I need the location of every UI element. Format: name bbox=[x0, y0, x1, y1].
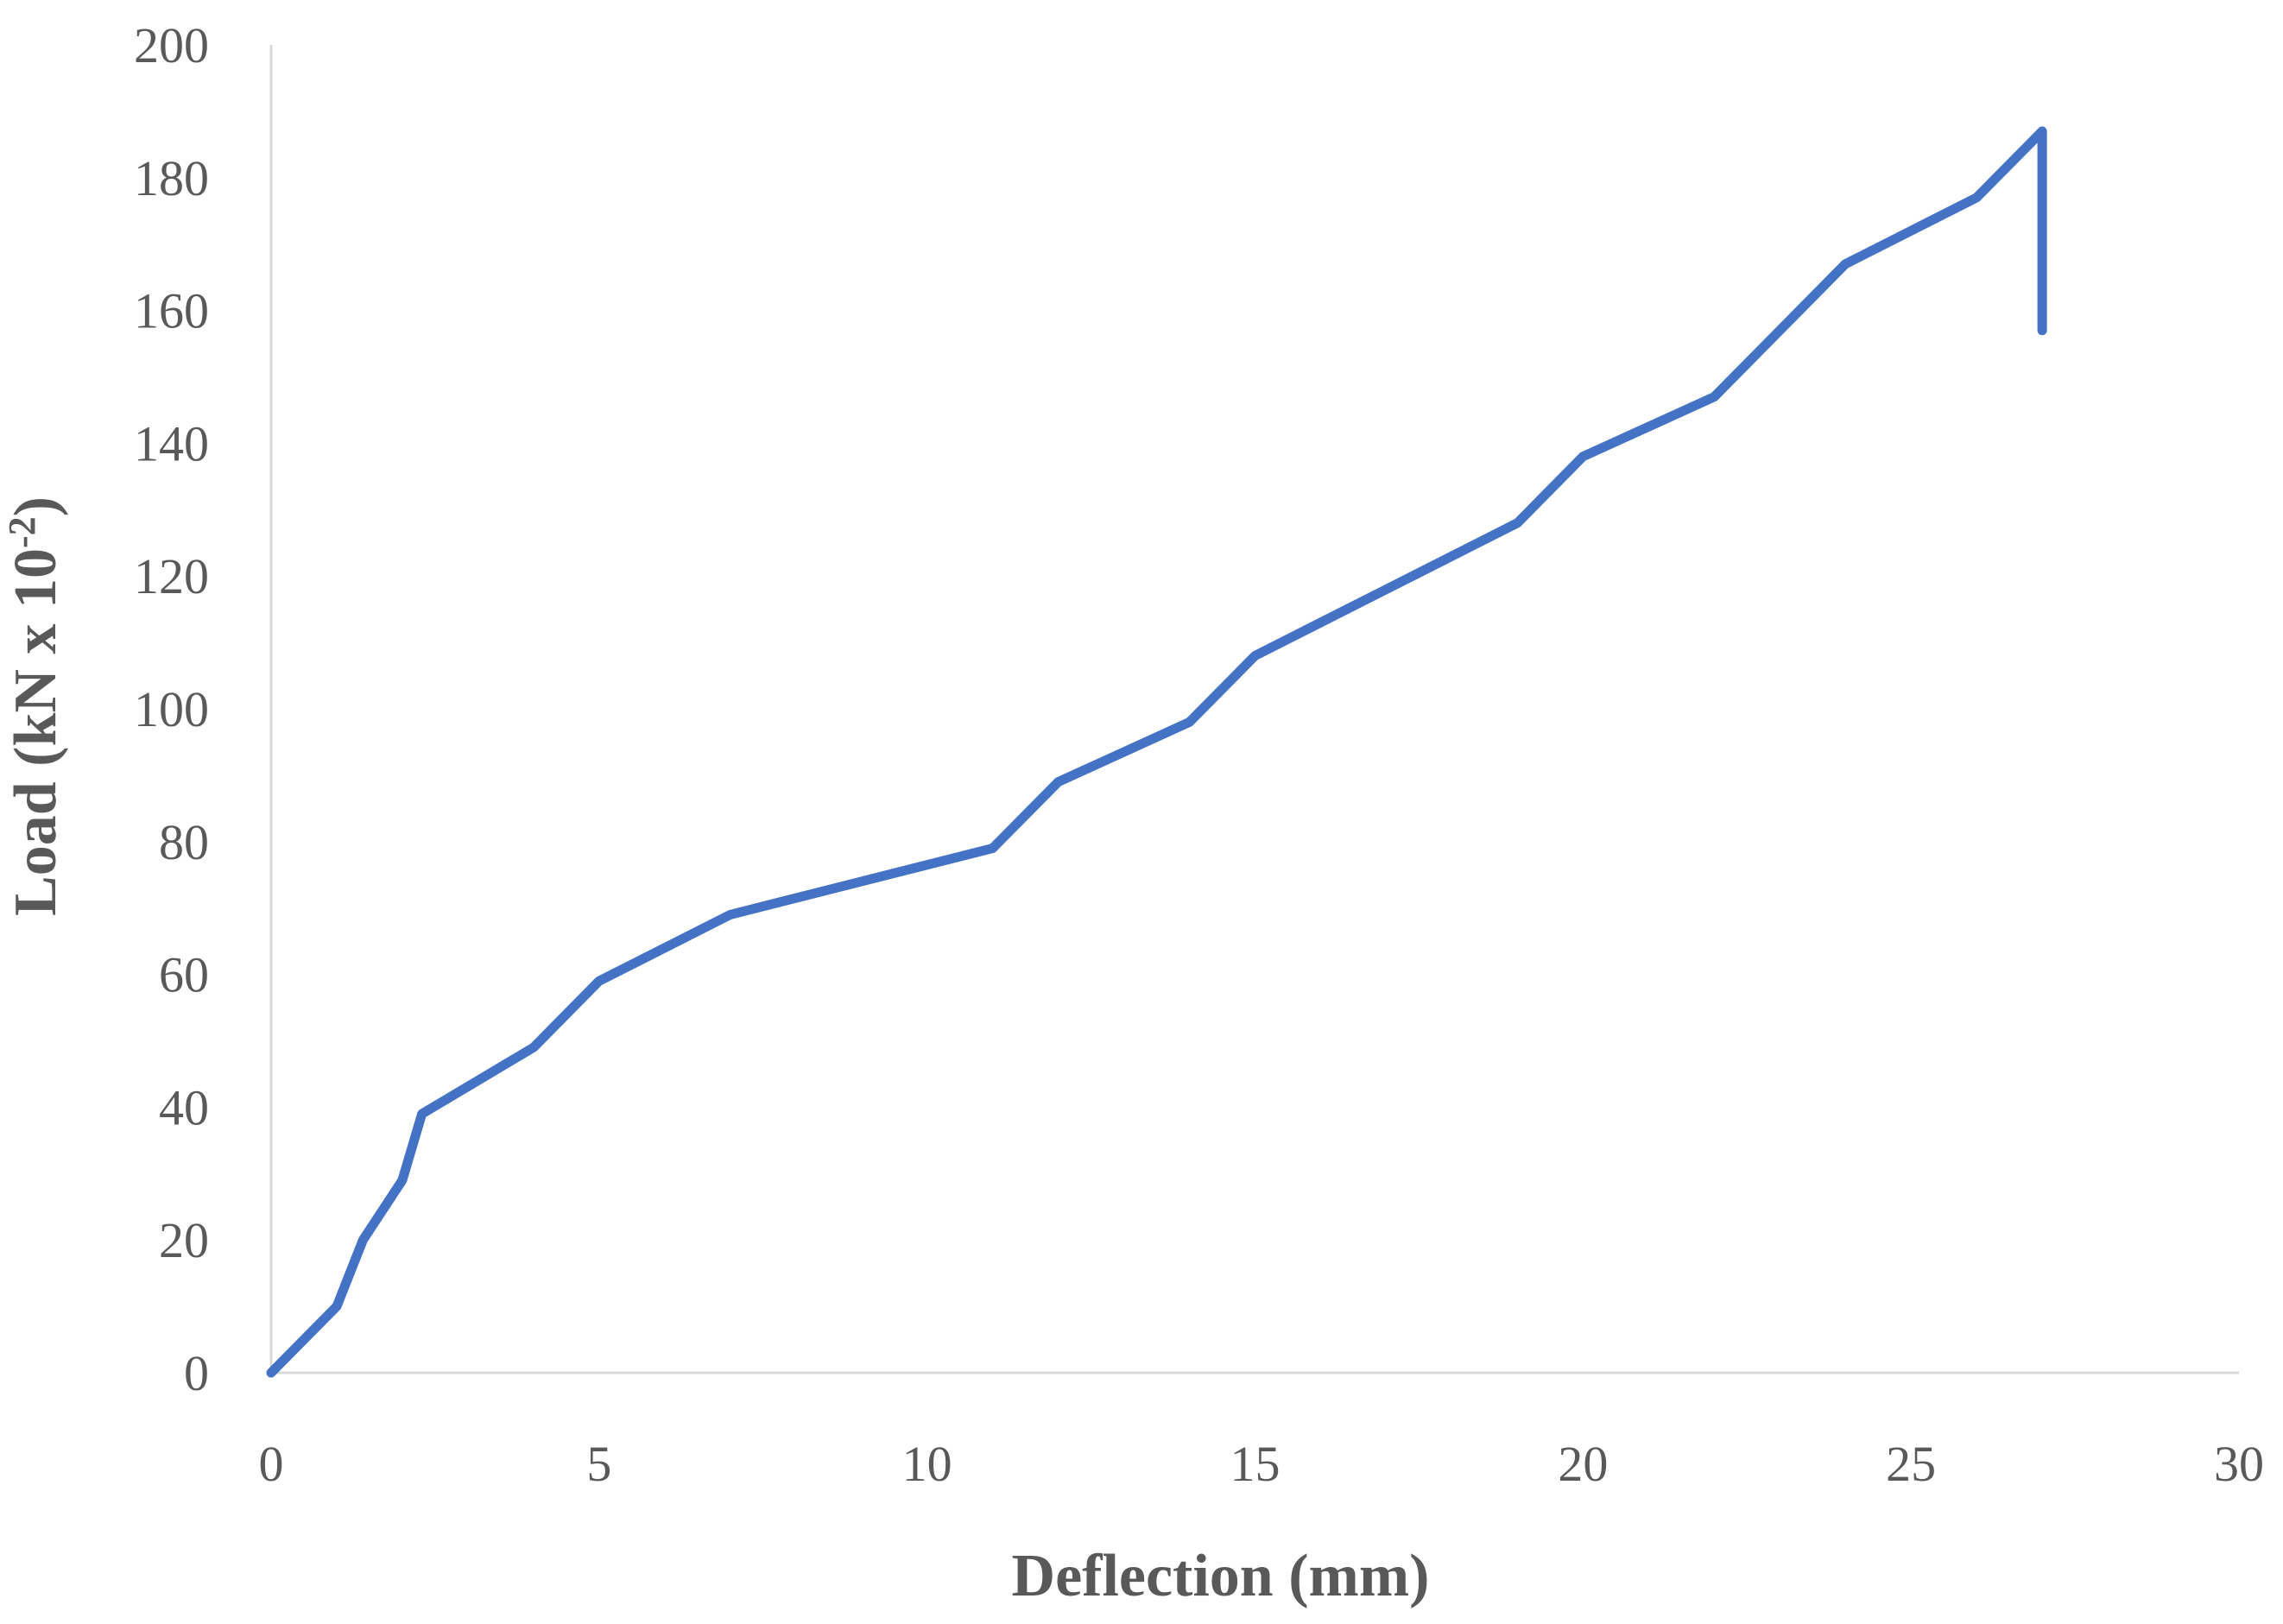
y-tick-label-0: 0 bbox=[184, 1345, 209, 1401]
x-tick-labels: 0 5 10 15 20 25 30 bbox=[259, 1436, 2265, 1492]
x-axis-title: Deflection (mm) bbox=[1012, 1543, 1430, 1609]
y-tick-label-40: 40 bbox=[159, 1079, 209, 1135]
y-tick-labels: 0 20 40 60 80 100 120 140 160 180 200 bbox=[134, 17, 209, 1401]
y-tick-label-180: 180 bbox=[134, 150, 209, 206]
x-tick-label-10: 10 bbox=[902, 1436, 952, 1492]
y-tick-label-120: 120 bbox=[134, 548, 209, 604]
y-axis-title-close: ) bbox=[3, 496, 69, 516]
y-tick-label-20: 20 bbox=[159, 1212, 209, 1268]
x-tick-label-15: 15 bbox=[1230, 1436, 1281, 1492]
y-tick-label-100: 100 bbox=[134, 681, 209, 737]
y-tick-label-80: 80 bbox=[159, 814, 209, 870]
x-tick-label-5: 5 bbox=[586, 1436, 611, 1492]
y-tick-label-140: 140 bbox=[134, 415, 209, 471]
y-axis-title-base: Load (kN x 10 bbox=[3, 548, 69, 916]
x-tick-label-0: 0 bbox=[259, 1436, 284, 1492]
y-tick-label-60: 60 bbox=[159, 947, 209, 1003]
y-axis-title-superscript: -2 bbox=[1, 516, 43, 548]
x-tick-label-20: 20 bbox=[1558, 1436, 1608, 1492]
y-tick-label-200: 200 bbox=[134, 17, 209, 73]
series-line-load bbox=[266, 126, 2047, 1378]
x-tick-label-25: 25 bbox=[1886, 1436, 1936, 1492]
x-tick-label-30: 30 bbox=[2214, 1436, 2264, 1492]
y-axis-title: Load (kN x 10-2) bbox=[1, 496, 69, 916]
y-tick-label-160: 160 bbox=[134, 283, 209, 339]
